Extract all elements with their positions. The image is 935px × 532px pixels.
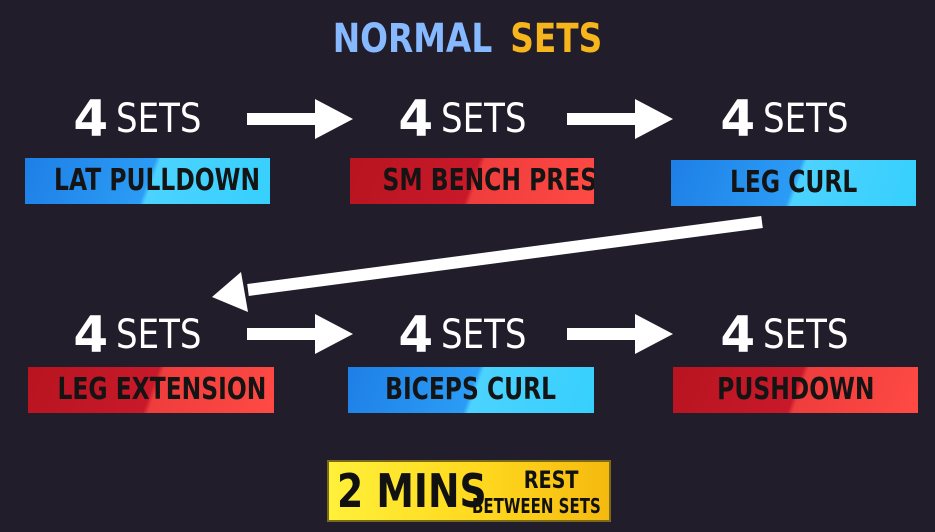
exercise-pushdown: PUSHDOWN [673,367,918,413]
rest-label: REST [524,466,579,494]
page-title: NORMAL SETS [84,14,851,64]
rest-badge: 2 MINS REST BETWEEN SETS [327,460,611,522]
sets-count-2: 4 SETS [398,89,527,148]
sets-count-5: 4 SETS [398,305,527,364]
exercise-leg-curl: LEG CURL [671,160,916,206]
exercise-sm-bench-press: SM BENCH PRESS [350,158,594,204]
sets-count-3: 4 SETS [720,89,849,148]
title-word-normal: NORMAL [332,16,493,62]
sets-count-1: 4 SETS [73,89,202,148]
arrow-right-1 [247,99,353,139]
rest-amount: 2 MINS [337,464,487,518]
exercise-lat-pulldown: LAT PULLDOWN [25,158,270,204]
arrow-right-4 [567,314,673,354]
arrow-right-3 [247,314,353,354]
sets-count-4: 4 SETS [73,305,202,364]
arrow-right-2 [567,99,673,139]
rest-sublabel: BETWEEN SETS [472,494,601,518]
title-word-sets: SETS [510,16,603,62]
arrow-return-diagonal [212,216,763,312]
exercise-leg-extension: LEG EXTENSION [28,367,274,413]
sets-count-6: 4 SETS [720,305,849,364]
exercise-biceps-curl: BICEPS CURL [348,367,594,413]
